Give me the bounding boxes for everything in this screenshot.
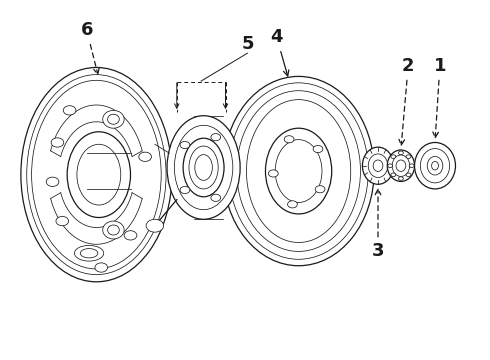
Ellipse shape — [409, 164, 414, 167]
Ellipse shape — [103, 111, 124, 128]
Ellipse shape — [223, 76, 374, 266]
Ellipse shape — [388, 164, 392, 167]
Text: 6: 6 — [80, 21, 99, 74]
Text: 5: 5 — [241, 35, 254, 53]
Text: 4: 4 — [270, 28, 289, 76]
Ellipse shape — [313, 145, 323, 153]
Ellipse shape — [211, 134, 220, 141]
Ellipse shape — [180, 141, 190, 149]
Ellipse shape — [427, 157, 443, 175]
Ellipse shape — [95, 263, 108, 272]
Ellipse shape — [288, 201, 297, 208]
Text: 1: 1 — [433, 57, 446, 138]
Ellipse shape — [373, 160, 383, 171]
Ellipse shape — [406, 173, 411, 177]
Text: 3: 3 — [372, 189, 384, 260]
Text: 2: 2 — [399, 57, 415, 145]
Ellipse shape — [124, 231, 137, 240]
Ellipse shape — [56, 216, 69, 226]
Ellipse shape — [315, 186, 325, 193]
Ellipse shape — [269, 170, 278, 177]
Ellipse shape — [284, 136, 294, 143]
Ellipse shape — [363, 147, 393, 184]
Ellipse shape — [406, 155, 411, 158]
Ellipse shape — [146, 219, 164, 232]
Ellipse shape — [46, 177, 59, 186]
Ellipse shape — [67, 132, 130, 217]
Ellipse shape — [398, 151, 403, 155]
Ellipse shape — [180, 186, 190, 194]
Ellipse shape — [396, 160, 406, 171]
Ellipse shape — [63, 106, 76, 115]
Ellipse shape — [103, 221, 124, 239]
Ellipse shape — [195, 155, 212, 180]
Ellipse shape — [387, 150, 415, 181]
Ellipse shape — [183, 138, 224, 197]
Ellipse shape — [51, 138, 64, 147]
Ellipse shape — [391, 173, 396, 177]
Ellipse shape — [266, 128, 332, 214]
Ellipse shape — [398, 177, 403, 180]
Ellipse shape — [139, 152, 151, 161]
Ellipse shape — [391, 155, 396, 158]
Ellipse shape — [211, 194, 220, 201]
Ellipse shape — [74, 246, 104, 261]
Ellipse shape — [167, 116, 240, 219]
Ellipse shape — [21, 67, 172, 282]
Ellipse shape — [415, 143, 456, 189]
